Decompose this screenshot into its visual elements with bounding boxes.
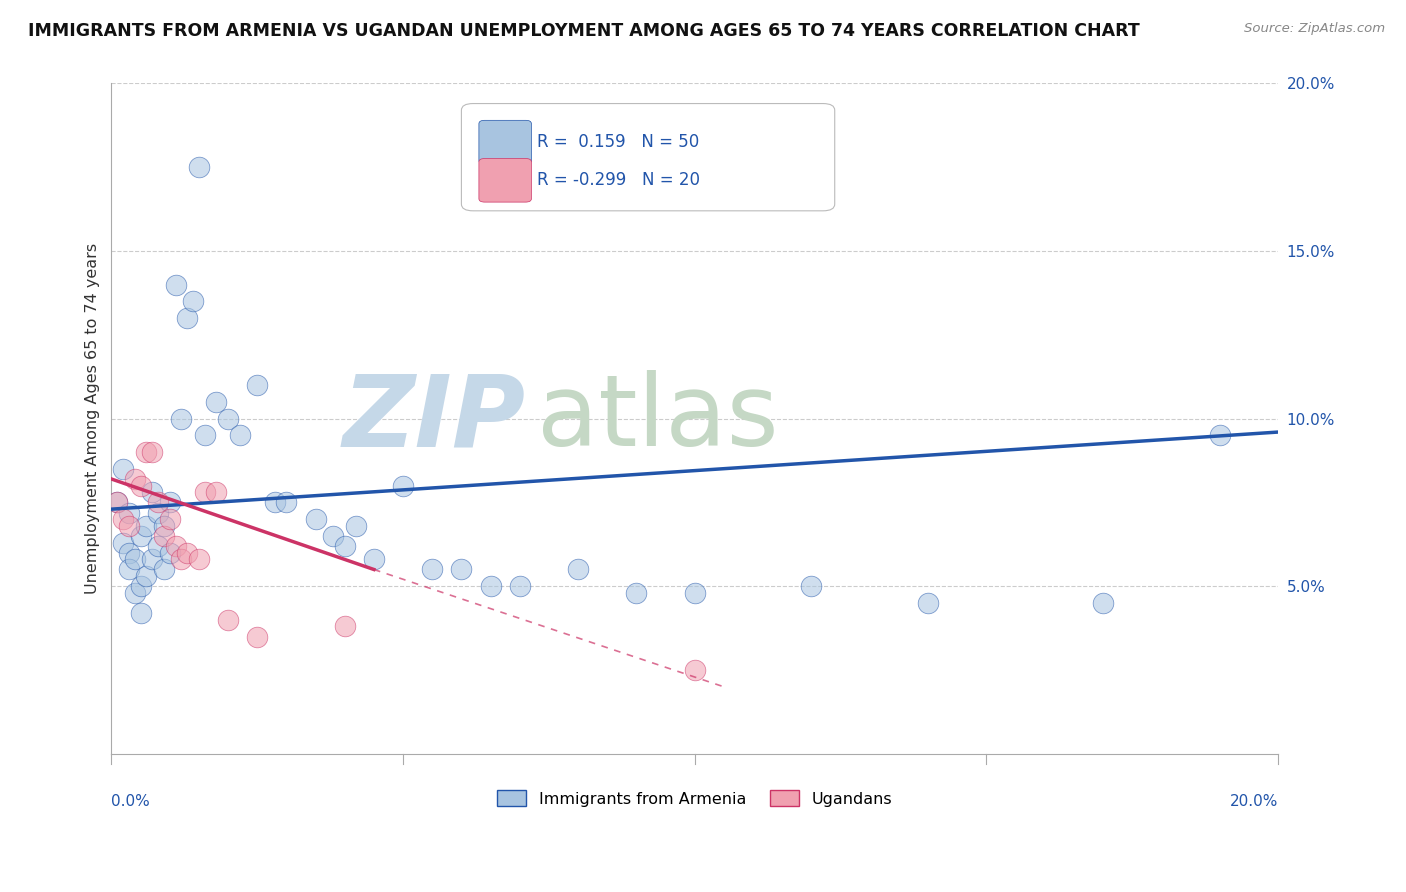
Point [153,562,176,576]
Point [392,478,415,492]
Point [146,539,169,553]
Point [141,445,163,459]
FancyBboxPatch shape [479,120,531,164]
Text: Source: ZipAtlas.com: Source: ZipAtlas.com [1244,22,1385,36]
Point [118,546,141,560]
Point [1092,596,1115,610]
Text: ZIP: ZIP [343,370,526,467]
Point [683,586,706,600]
Point [159,512,181,526]
Point [165,539,187,553]
Point [567,562,589,576]
Point [146,495,169,509]
Point [246,630,269,644]
Point [129,529,152,543]
Point [217,613,239,627]
Point [153,529,176,543]
Point [118,562,141,576]
Point [322,529,344,543]
Point [333,619,356,633]
Point [304,512,326,526]
Legend: Immigrants from Armenia, Ugandans: Immigrants from Armenia, Ugandans [491,783,898,813]
Point [479,579,502,593]
Point [146,506,169,520]
Point [917,596,939,610]
Point [129,579,152,593]
Point [246,378,269,392]
Point [112,512,135,526]
Point [450,562,472,576]
Point [194,485,217,500]
Point [105,495,128,509]
Point [626,586,648,600]
FancyBboxPatch shape [461,103,835,211]
Point [176,311,198,326]
Y-axis label: Unemployment Among Ages 65 to 74 years: Unemployment Among Ages 65 to 74 years [86,244,100,594]
Point [112,535,135,549]
Text: R = -0.299   N = 20: R = -0.299 N = 20 [537,171,700,189]
Point [205,395,228,409]
Point [141,485,163,500]
Point [420,562,443,576]
Point [118,506,141,520]
Point [363,552,385,566]
Point [170,552,193,566]
Point [129,478,152,492]
Text: 0.0%: 0.0% [111,794,150,809]
Point [263,495,285,509]
Point [333,539,356,553]
Text: IMMIGRANTS FROM ARMENIA VS UGANDAN UNEMPLOYMENT AMONG AGES 65 TO 74 YEARS CORREL: IMMIGRANTS FROM ARMENIA VS UGANDAN UNEMP… [28,22,1140,40]
FancyBboxPatch shape [479,159,531,202]
Point [683,663,706,677]
Point [105,495,128,509]
Point [509,579,531,593]
Point [153,519,176,533]
Point [344,519,367,533]
Point [165,277,187,292]
Point [187,552,209,566]
Text: R =  0.159   N = 50: R = 0.159 N = 50 [537,133,699,151]
Point [229,428,252,442]
Point [141,552,163,566]
Point [187,160,209,174]
Point [124,586,146,600]
Point [276,495,298,509]
Point [159,495,181,509]
Point [124,552,146,566]
Point [800,579,823,593]
Point [135,445,157,459]
Point [159,546,181,560]
Point [205,485,228,500]
Point [1209,428,1232,442]
Point [181,294,204,309]
Point [129,606,152,620]
Point [170,411,193,425]
Point [124,472,146,486]
Point [135,569,157,583]
Text: atlas: atlas [537,370,779,467]
Point [217,411,239,425]
Point [176,546,198,560]
Text: 20.0%: 20.0% [1230,794,1278,809]
Point [118,519,141,533]
Point [112,462,135,476]
Point [135,519,157,533]
Point [194,428,217,442]
